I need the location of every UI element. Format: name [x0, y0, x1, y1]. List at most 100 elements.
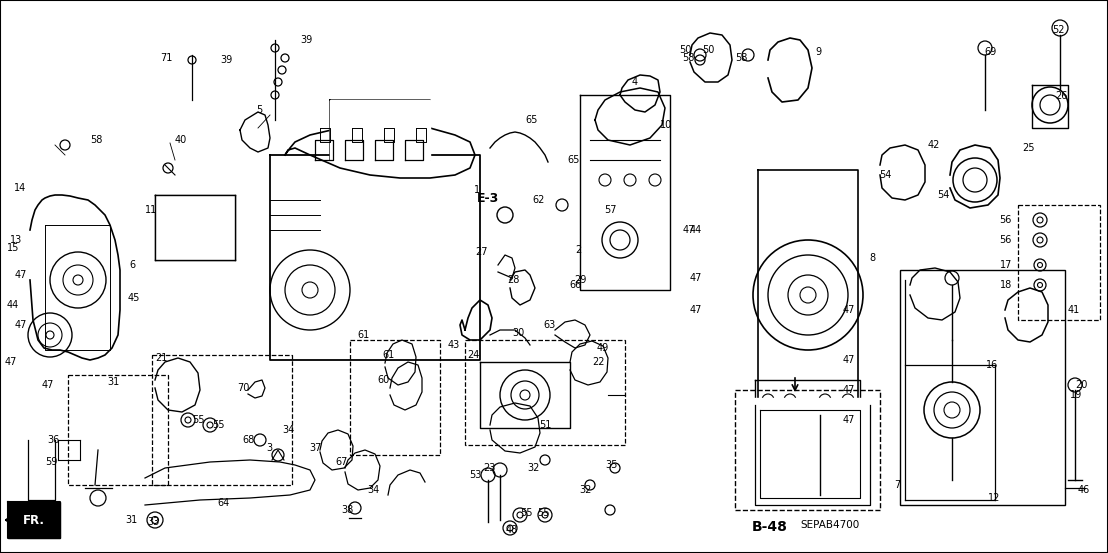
Text: 68: 68: [243, 435, 255, 445]
Bar: [350, 340, 440, 455]
Text: 1: 1: [474, 185, 480, 195]
Text: 24: 24: [468, 350, 480, 360]
Text: 47: 47: [842, 355, 855, 365]
Text: E-3: E-3: [476, 191, 499, 205]
Text: 46: 46: [1078, 485, 1090, 495]
Text: 43: 43: [448, 340, 460, 350]
Text: 29: 29: [575, 275, 587, 285]
Text: 56: 56: [999, 235, 1012, 245]
Text: 40: 40: [175, 135, 187, 145]
Text: 63: 63: [544, 320, 556, 330]
Text: 48: 48: [505, 525, 519, 535]
Text: 34: 34: [283, 425, 295, 435]
Text: 12: 12: [987, 493, 1001, 503]
Polygon shape: [330, 100, 430, 160]
Text: 49: 49: [597, 343, 609, 353]
Text: 15: 15: [7, 243, 19, 253]
Text: 31: 31: [125, 515, 138, 525]
Text: 3: 3: [266, 443, 271, 453]
Polygon shape: [270, 155, 480, 360]
Text: 69: 69: [985, 47, 997, 57]
Text: 39: 39: [300, 35, 312, 45]
Text: 47: 47: [842, 305, 855, 315]
Text: 8: 8: [869, 253, 875, 263]
Text: 57: 57: [605, 205, 617, 215]
Text: 26: 26: [1056, 91, 1068, 101]
Text: 47: 47: [16, 320, 28, 330]
Text: 4: 4: [632, 77, 638, 87]
Polygon shape: [155, 195, 235, 260]
Text: 47: 47: [683, 225, 695, 235]
Text: 65: 65: [525, 115, 538, 125]
Text: 42: 42: [927, 140, 940, 150]
Text: 30: 30: [513, 328, 525, 338]
Text: 22: 22: [593, 357, 605, 367]
Text: 17: 17: [999, 260, 1012, 270]
Text: 55: 55: [521, 508, 533, 518]
Text: 36: 36: [48, 435, 60, 445]
Text: 51: 51: [540, 420, 552, 430]
Text: 61: 61: [382, 350, 394, 360]
Text: 66: 66: [570, 280, 582, 290]
Text: 47: 47: [16, 270, 28, 280]
Text: 39: 39: [220, 55, 233, 65]
Text: 41: 41: [1068, 305, 1080, 315]
Text: 37: 37: [309, 443, 322, 453]
Text: 44: 44: [7, 300, 19, 310]
Text: SEPAB4700: SEPAB4700: [800, 520, 859, 530]
Bar: [1018, 205, 1100, 320]
Text: 70: 70: [237, 383, 250, 393]
Text: 52: 52: [1053, 25, 1065, 35]
Text: FR.: FR.: [23, 514, 45, 526]
Text: 71: 71: [160, 53, 173, 63]
Text: 54: 54: [880, 170, 892, 180]
Text: 20: 20: [1076, 380, 1088, 390]
Bar: [735, 390, 880, 510]
Text: 23: 23: [483, 463, 496, 473]
Text: 56: 56: [999, 215, 1012, 225]
Text: 47: 47: [6, 357, 18, 367]
Text: 47: 47: [689, 273, 702, 283]
Text: 32: 32: [527, 463, 540, 473]
Polygon shape: [748, 398, 865, 498]
Text: 55: 55: [537, 508, 550, 518]
Text: 18: 18: [999, 280, 1012, 290]
Text: 11: 11: [145, 205, 157, 215]
Text: 45: 45: [127, 293, 140, 303]
Text: 38: 38: [341, 505, 353, 515]
Text: 10: 10: [659, 120, 671, 130]
Text: 53: 53: [470, 470, 482, 480]
Text: 55: 55: [213, 420, 225, 430]
Text: 6: 6: [129, 260, 135, 270]
Text: 44: 44: [690, 225, 702, 235]
Text: 47: 47: [42, 380, 54, 390]
Text: 64: 64: [218, 498, 230, 508]
Text: 54: 54: [937, 190, 950, 200]
Bar: [68, 375, 168, 485]
Polygon shape: [758, 170, 858, 420]
Text: 9: 9: [815, 47, 822, 57]
Text: 34: 34: [368, 485, 380, 495]
Text: 5: 5: [256, 105, 261, 115]
Text: 47: 47: [842, 415, 855, 425]
Text: 16: 16: [986, 360, 998, 370]
Text: 62: 62: [533, 195, 545, 205]
Text: 14: 14: [14, 183, 27, 193]
Text: 58: 58: [90, 135, 102, 145]
Text: 35: 35: [606, 460, 618, 470]
Text: 33: 33: [147, 517, 160, 527]
Text: 32: 32: [579, 485, 592, 495]
Text: 58: 58: [683, 53, 695, 63]
Text: 65: 65: [567, 155, 579, 165]
Text: 7: 7: [894, 480, 900, 490]
Text: B-48: B-48: [752, 520, 788, 534]
Text: 31: 31: [107, 377, 120, 387]
Text: 13: 13: [10, 235, 22, 245]
Text: 61: 61: [358, 330, 370, 340]
Polygon shape: [579, 95, 670, 290]
Text: 50: 50: [679, 45, 692, 55]
Text: 67: 67: [336, 457, 348, 467]
Text: 2: 2: [576, 245, 582, 255]
Bar: [900, 270, 1065, 505]
Polygon shape: [8, 502, 60, 538]
